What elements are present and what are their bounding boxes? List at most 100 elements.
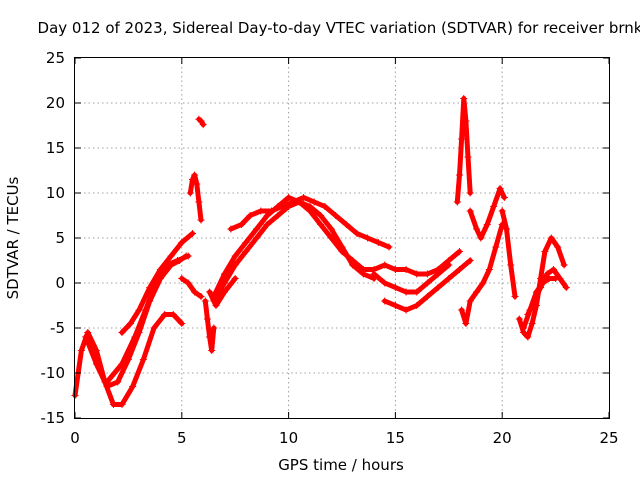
data-point-marker	[466, 257, 474, 264]
data-point-marker	[253, 225, 261, 233]
data-point-marker	[231, 261, 239, 269]
data-point-marker	[193, 180, 201, 188]
data-point-marker	[285, 194, 293, 201]
data-point-marker	[167, 252, 175, 260]
data-point-marker	[197, 293, 205, 300]
data-point-marker	[321, 203, 329, 210]
series-line	[187, 172, 204, 223]
data-point-marker	[455, 266, 463, 273]
data-point-marker	[300, 194, 308, 201]
data-point-marker	[139, 356, 147, 363]
y-tick-label: 5	[55, 229, 65, 247]
data-point-marker	[242, 248, 250, 255]
data-point-marker	[502, 225, 510, 233]
data-point-marker	[195, 198, 203, 206]
series-arc-2	[82, 252, 190, 390]
data-point-marker	[539, 279, 547, 287]
data-point-marker	[129, 383, 137, 390]
x-tick-label: 20	[493, 429, 512, 447]
data-point-marker	[263, 221, 271, 228]
data-point-marker	[186, 189, 194, 197]
data-point-marker	[197, 117, 205, 125]
series-line	[499, 208, 518, 299]
data-point-marker	[210, 324, 218, 332]
data-point-marker	[381, 297, 389, 305]
data-point-marker	[458, 306, 466, 314]
data-point-marker	[201, 297, 209, 305]
data-point-marker	[114, 378, 122, 386]
data-point-marker	[184, 252, 192, 260]
data-point-marker	[212, 302, 220, 309]
data-point-marker	[246, 212, 254, 219]
data-point-marker	[445, 261, 453, 269]
series-arc-13	[466, 185, 508, 242]
series-line	[521, 276, 559, 331]
data-point-marker	[221, 279, 229, 287]
data-point-marker	[317, 212, 325, 219]
data-point-marker	[543, 270, 551, 278]
data-point-marker	[460, 95, 468, 102]
data-point-marker	[274, 212, 282, 219]
plot-frame	[74, 57, 610, 419]
y-tick-label: -10	[41, 364, 66, 382]
series-spike-6h	[186, 171, 205, 224]
series-line	[454, 96, 473, 205]
data-point-marker	[434, 270, 442, 278]
data-point-marker	[500, 194, 508, 201]
series-line	[371, 262, 452, 295]
series-line	[202, 298, 217, 353]
data-point-marker	[413, 302, 421, 309]
data-point-marker	[77, 347, 85, 354]
data-point-marker	[178, 275, 186, 282]
series-arc-7	[210, 198, 378, 305]
data-point-marker	[423, 293, 431, 300]
data-point-marker	[455, 171, 463, 179]
data-point-marker	[526, 306, 534, 314]
data-point-marker	[184, 279, 192, 287]
data-point-marker	[103, 378, 111, 386]
data-point-marker	[381, 279, 389, 287]
chart-title: Day 012 of 2023, Sidereal Day-to-day VTE…	[38, 19, 640, 37]
data-point-marker	[332, 212, 340, 219]
y-tick-label: 20	[46, 94, 65, 112]
data-point-marker	[423, 279, 431, 287]
series-line	[104, 253, 191, 385]
data-point-marker	[92, 347, 100, 354]
series-arc-14	[458, 221, 506, 327]
data-point-marker	[528, 320, 536, 327]
data-point-marker	[118, 401, 126, 408]
data-point-marker	[178, 239, 186, 246]
series-arc-1	[71, 311, 186, 408]
series-line	[459, 222, 505, 326]
data-point-marker	[483, 221, 491, 228]
data-point-marker	[206, 288, 214, 296]
series-arc-10	[349, 248, 463, 278]
ticks: 0 5 10 15 20 25 -15 -10 -5 0 5 10 15 20 25	[41, 49, 619, 447]
data-point-marker	[118, 329, 126, 336]
data-point-marker	[118, 360, 126, 368]
y-tick-label: 0	[55, 274, 65, 292]
series-drop-6h	[201, 297, 218, 354]
data-point-marker	[402, 266, 410, 273]
data-point-marker	[127, 320, 135, 327]
series-line	[179, 276, 204, 299]
data-point-marker	[203, 315, 211, 323]
data-point-marker	[455, 248, 463, 255]
data-point-marker	[253, 234, 261, 242]
data-point-marker	[178, 320, 186, 327]
data-point-marker	[479, 279, 487, 287]
series-arc-9	[206, 275, 239, 309]
series-spike-6h-top	[195, 115, 207, 129]
data-point-marker	[306, 203, 314, 210]
data-point-marker	[109, 401, 117, 408]
x-tick-label: 5	[177, 429, 187, 447]
data-point-marker	[231, 275, 239, 282]
data-point-marker	[466, 207, 474, 215]
data-point-marker	[188, 176, 196, 183]
data-point-marker	[238, 221, 246, 228]
data-point-marker	[402, 288, 410, 296]
data-point-marker	[413, 270, 421, 278]
data-point-marker	[464, 153, 472, 161]
series-arc-18	[520, 275, 560, 332]
data-point-marker	[289, 198, 297, 206]
